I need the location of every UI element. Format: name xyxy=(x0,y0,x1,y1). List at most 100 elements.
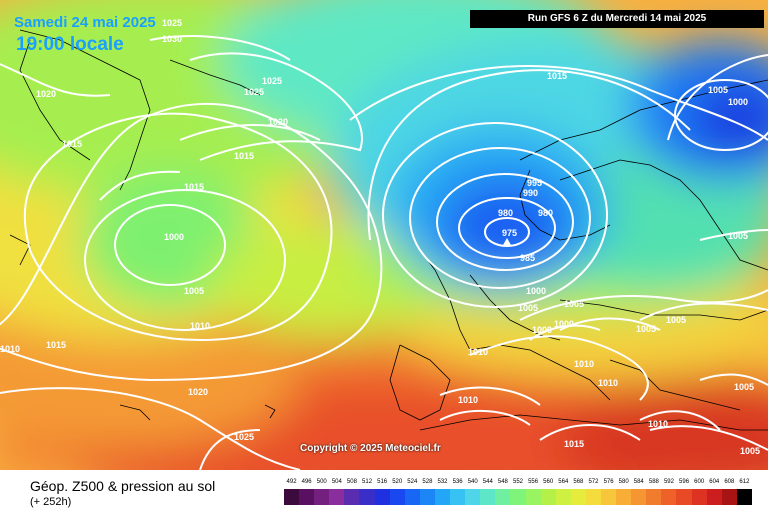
color-scale-label: 572 xyxy=(588,479,599,485)
color-scale-swatch xyxy=(344,489,360,505)
geopotential-field xyxy=(0,0,768,470)
color-scale-label: 504 xyxy=(331,479,342,485)
isobar-label: 1015 xyxy=(184,182,204,192)
isobar-label: 990 xyxy=(523,188,538,198)
isobar-label: 1025 xyxy=(162,18,182,28)
color-scale-label: 600 xyxy=(694,479,705,485)
isobar-label: 1005 xyxy=(740,446,760,456)
isobar-label: 1010 xyxy=(598,378,618,388)
color-scale-label: 564 xyxy=(558,479,569,485)
color-scale-swatch xyxy=(404,489,420,505)
isobar-label: 1000 xyxy=(554,319,574,329)
isobar-label: 1015 xyxy=(547,71,567,81)
isobar-label: 1005 xyxy=(184,286,204,296)
color-scale-label: 584 xyxy=(633,479,644,485)
color-scale-swatch xyxy=(434,489,451,505)
isobar-labels: 1025 1030 1020 1025 1025 1015 1020 1015 … xyxy=(0,18,760,456)
color-scale-label: 580 xyxy=(618,479,629,485)
copyright-text: Copyright © 2025 Meteociel.fr xyxy=(300,443,441,454)
color-scale-swatch xyxy=(676,489,692,505)
color-scale-swatch xyxy=(585,489,601,505)
isobar-label: 1010 xyxy=(0,344,20,354)
color-scale-swatch xyxy=(299,489,315,505)
isobar-label: 1005 xyxy=(708,85,728,95)
color-scale-swatch xyxy=(450,489,466,505)
color-scale-label: 524 xyxy=(407,479,418,485)
isobar-label: 1010 xyxy=(190,321,210,331)
color-scale-swatch xyxy=(706,489,722,505)
run-info-banner: Run GFS 6 Z du Mercredi 14 mai 2025 xyxy=(470,10,764,28)
isobar-label: 980 xyxy=(498,208,513,218)
isobar-label: 1000 xyxy=(728,97,748,107)
color-scale-swatch xyxy=(314,489,330,505)
isobar-label: 1010 xyxy=(468,347,488,357)
color-scale-label: 552 xyxy=(512,479,524,485)
color-scale-swatch xyxy=(600,489,617,505)
isobar-label: 995 xyxy=(527,178,542,188)
isobar-label: 1010 xyxy=(574,359,594,369)
color-scale-swatch xyxy=(661,489,677,505)
isobar-label: 1005 xyxy=(734,382,754,392)
isobar-label: 1030 xyxy=(162,34,182,44)
color-scale-label: 536 xyxy=(452,479,463,485)
forecast-time: 19:00 locale xyxy=(16,34,124,55)
isobar-label: 1020 xyxy=(36,89,56,99)
isobar-label: 975 xyxy=(502,228,517,238)
isobar-label: 1015 xyxy=(46,340,66,350)
color-scale-swatch xyxy=(359,489,375,505)
color-scale-swatch xyxy=(525,489,541,505)
weather-map: 1025 1030 1020 1025 1025 1015 1020 1015 … xyxy=(0,0,768,470)
isobar-label: 1005 xyxy=(564,299,584,309)
isobar-lines xyxy=(0,35,768,470)
forecast-lead-time: (+ 252h) xyxy=(30,496,72,508)
color-scale-swatch xyxy=(495,489,511,505)
color-scale-swatch xyxy=(646,489,662,505)
color-scale-swatch xyxy=(631,489,647,505)
color-scale-swatch xyxy=(480,489,496,505)
color-scale-label: 512 xyxy=(362,479,373,485)
color-scale-swatch xyxy=(616,489,632,505)
color-scale-label: 568 xyxy=(573,479,584,485)
color-scale-label: 500 xyxy=(316,479,327,485)
isobar-label: 980 xyxy=(538,208,553,218)
isobar-label: 1005 xyxy=(518,303,538,313)
color-scale-label: 496 xyxy=(301,479,312,485)
isobar-label: 985 xyxy=(520,253,535,263)
color-scale-label: 492 xyxy=(286,479,297,485)
isobar-label: 1000 xyxy=(526,286,546,296)
color-scale-label: 532 xyxy=(437,479,448,485)
isobar-label: 1020 xyxy=(268,117,288,127)
legend-footer: Géop. Z500 & pression au sol (+ 252h) 49… xyxy=(0,470,768,512)
low-pressure-marker xyxy=(503,238,511,245)
color-scale-swatch xyxy=(570,489,586,505)
isobar-label: 1025 xyxy=(234,432,254,442)
color-scale-label: 556 xyxy=(528,479,539,485)
color-scale-label: 608 xyxy=(724,479,735,485)
color-scale-swatch xyxy=(540,489,556,505)
color-scale-label: 588 xyxy=(648,479,659,485)
color-scale-swatch xyxy=(721,489,737,505)
color-scale-swatch xyxy=(374,489,390,505)
coastlines xyxy=(9,29,768,431)
color-scale-label: 548 xyxy=(497,479,508,485)
color-scale-swatch xyxy=(284,489,300,505)
isobar-label: 1000 xyxy=(164,232,184,242)
isobar-label: 1000 xyxy=(532,325,552,335)
isobar-label: 1010 xyxy=(648,419,668,429)
color-scale-label: 540 xyxy=(467,479,478,485)
isobar-label: 1015 xyxy=(234,151,254,161)
isobar-label: 1005 xyxy=(636,324,656,334)
isobar-label: 1005 xyxy=(728,231,748,241)
color-scale-label: 604 xyxy=(709,479,720,485)
isobar-label: 1010 xyxy=(458,395,478,405)
color-scale-label: 516 xyxy=(377,479,388,485)
color-scale-swatch xyxy=(510,489,526,505)
color-scale-swatch xyxy=(555,489,571,505)
forecast-date: Samedi 24 mai 2025 xyxy=(14,14,156,31)
isobar-label: 1025 xyxy=(262,76,282,86)
color-scale-swatch xyxy=(465,489,481,505)
color-scale-label: 596 xyxy=(679,479,690,485)
color-scale-label: 520 xyxy=(392,479,403,485)
isobar-label: 1015 xyxy=(564,439,584,449)
